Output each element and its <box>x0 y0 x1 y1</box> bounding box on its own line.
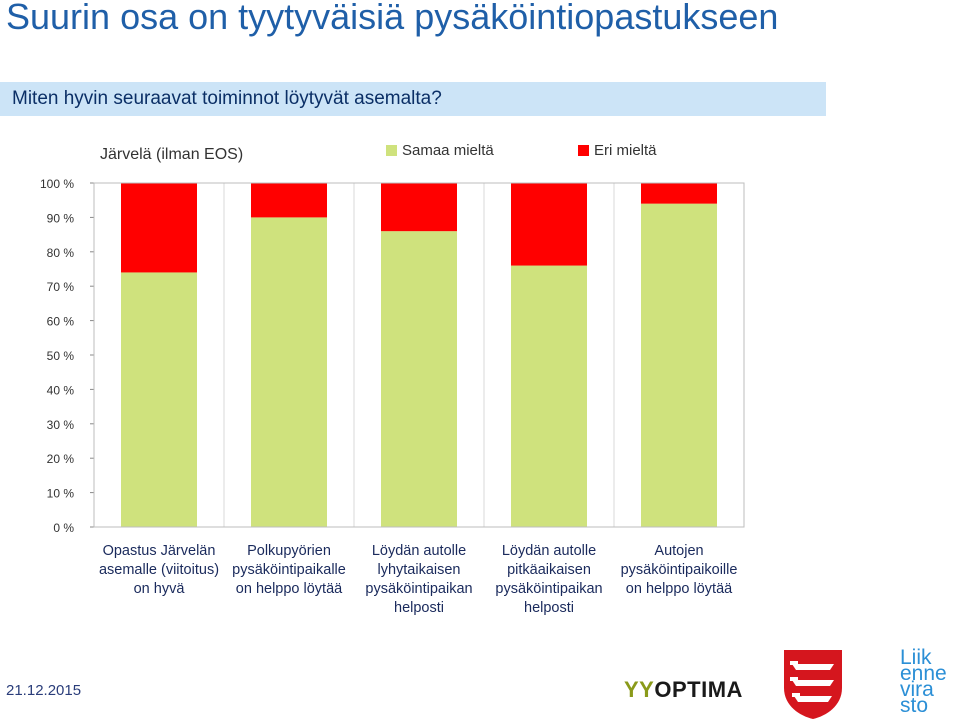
category-label: pysäköintipaikan <box>365 581 472 597</box>
y-tick-label: 80 % <box>47 246 75 260</box>
question-band: Miten hyvin seuraavat toiminnot löytyvät… <box>0 82 826 116</box>
legend-label: Eri mieltä <box>594 142 657 159</box>
stacked-bar-chart: 0 % 10 % 20 % 30 % 40 % 50 % 60 % 70 % 80 % 90 % 1… <box>40 142 745 616</box>
footer-date: 21.12.2015 <box>6 682 82 699</box>
bar-disagree <box>121 183 197 273</box>
category-label: pysäköintipaikalle <box>232 562 346 578</box>
bar-disagree <box>511 183 587 266</box>
y-tick-label: 100 % <box>40 177 74 191</box>
category-label: helposti <box>394 600 444 616</box>
category-label: pysäköintipaikan <box>495 581 602 597</box>
y-tick-label: 30 % <box>47 418 75 432</box>
category-label: on helppo löytää <box>236 581 343 597</box>
category-label: on helppo löytää <box>626 581 733 597</box>
category-label: Polkupyörien <box>247 543 331 559</box>
liikennevirasto-logo-line: sto <box>900 694 929 717</box>
bar-agree <box>381 231 457 527</box>
chart-title: Järvelä (ilman EOS) <box>100 146 243 163</box>
category-label: Löydän autolle <box>502 543 596 559</box>
plot-frame <box>93 182 745 528</box>
liikennevirasto-logo-line: Liik <box>900 646 932 669</box>
axes <box>90 182 745 528</box>
bar-agree <box>511 265 587 527</box>
y-tick-label: 60 % <box>47 315 75 329</box>
bar-disagree <box>251 183 327 218</box>
bar-disagree <box>381 183 457 232</box>
optima-logo: YYOPTIMA <box>624 677 743 703</box>
bar-agree <box>121 272 197 527</box>
y-tick-label: 90 % <box>47 211 75 225</box>
bar-agree <box>641 203 717 527</box>
category-label: pitkäaikaisen <box>507 562 591 578</box>
bar-disagree <box>641 183 717 204</box>
y-tick-label: 70 % <box>47 280 75 294</box>
y-tick-label: 20 % <box>47 452 75 466</box>
liikennevirasto-logo: Liik enne vira sto <box>900 646 956 717</box>
legend-label: Samaa mieltä <box>402 142 494 159</box>
category-label: Autojen <box>654 543 703 559</box>
category-label: asemalle (viitoitus) <box>99 562 219 578</box>
category-label: helposti <box>524 600 574 616</box>
coat-of-arms-icon <box>784 650 842 719</box>
optima-logo-text: OPTIMA <box>654 677 743 702</box>
y-tick-label: 10 % <box>47 487 75 501</box>
bar-agree <box>251 217 327 527</box>
labels: 0 % 10 % 20 % 30 % 40 % 50 % 60 % 70 % 80 % 90 % 1… <box>40 142 737 616</box>
y-tick-label: 40 % <box>47 383 75 397</box>
y-tick-label: 0 % <box>53 521 74 535</box>
legend-swatch <box>578 145 589 156</box>
question-text: Miten hyvin seuraavat toiminnot löytyvät… <box>12 88 442 109</box>
legend-swatch <box>386 145 397 156</box>
liikennevirasto-logo-line: vira <box>900 678 934 701</box>
optima-logo-mark: YY <box>624 677 655 702</box>
liikennevirasto-logo-line: enne <box>900 662 947 685</box>
y-tick-label: 50 % <box>47 349 75 363</box>
category-label: pysäköintipaikoille <box>621 562 738 578</box>
category-label: on hyvä <box>134 581 186 597</box>
category-label: lyhytaikaisen <box>377 562 460 578</box>
page-title: Suurin osa on tyytyväisiä pysäköintiopas… <box>6 0 779 37</box>
category-label: Löydän autolle <box>372 543 466 559</box>
category-label: Opastus Järvelän <box>103 543 216 559</box>
gridlines <box>223 183 615 527</box>
bars <box>121 183 717 527</box>
